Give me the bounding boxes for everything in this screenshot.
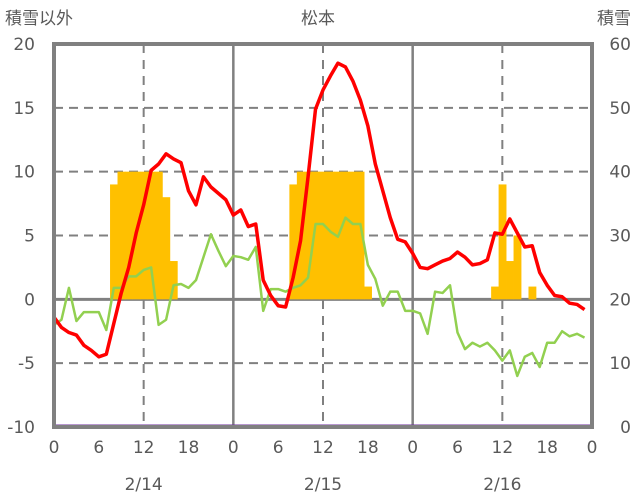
precip-bars	[110, 171, 537, 300]
x-tick-label: 6	[273, 438, 284, 458]
x-tick-label: 12	[492, 438, 514, 458]
dewpoint-line	[53, 216, 586, 378]
y-right-tick-label: 10	[609, 354, 631, 374]
precip-bar	[311, 171, 320, 300]
date-label: 2/16	[483, 475, 521, 495]
y-left-tick-label: 15	[13, 99, 35, 119]
precip-bar	[169, 261, 178, 300]
precip-bar	[117, 171, 126, 300]
y-right-tick-label: 60	[609, 35, 631, 55]
y-right-tick-label: 30	[609, 227, 631, 247]
y-left-tick-label: 20	[13, 35, 35, 55]
left-axis-title: 積雪以外	[5, 9, 73, 29]
precip-bar	[139, 171, 148, 300]
y-right-tick-label: 50	[609, 99, 631, 119]
x-tick-label: 6	[93, 438, 104, 458]
x-tick-label: 18	[357, 438, 379, 458]
precip-bar	[124, 171, 133, 300]
precip-bar	[147, 171, 156, 300]
precip-bar	[154, 171, 163, 300]
x-tick-label: 0	[407, 438, 418, 458]
precip-bar	[364, 286, 372, 300]
precip-bar	[513, 235, 522, 300]
chart-title: 松本	[301, 9, 335, 29]
y-left-tick-label: -5	[18, 354, 35, 374]
y-left-tick-label: -10	[7, 418, 35, 438]
date-label: 2/15	[304, 475, 342, 495]
plot-frame	[52, 42, 594, 429]
temperature-line	[52, 61, 586, 359]
x-tick-label: 12	[312, 438, 334, 458]
precip-bar	[341, 171, 350, 300]
precip-bar	[304, 171, 313, 300]
x-tick-label: 0	[587, 438, 598, 458]
y-left-tick-label: 10	[13, 163, 35, 183]
y-left-tick-label: 0	[24, 290, 35, 310]
date-label: 2/14	[125, 475, 163, 495]
x-tick-label: 12	[133, 438, 155, 458]
x-tick-label: 6	[452, 438, 463, 458]
y-left-tick-label: 5	[24, 227, 35, 247]
x-tick-label: 18	[536, 438, 558, 458]
y-right-tick-label: 40	[609, 163, 631, 183]
precip-bar	[326, 171, 335, 300]
precip-bar	[491, 286, 499, 300]
precip-bar	[319, 171, 328, 300]
right-axis-title: 積雪	[597, 9, 631, 29]
precip-bar	[162, 197, 171, 300]
x-tick-label: 0	[228, 438, 239, 458]
y-right-tick-label: 20	[609, 290, 631, 310]
precip-bar	[506, 261, 514, 300]
x-tick-label: 0	[49, 438, 60, 458]
precip-bar	[349, 171, 358, 300]
precip-bar	[528, 286, 537, 300]
x-tick-label: 18	[178, 438, 200, 458]
precip-bar	[356, 171, 365, 300]
precip-bar	[110, 184, 118, 300]
precip-bar	[498, 184, 507, 300]
y-right-tick-label: 0	[620, 418, 631, 438]
precip-bar	[289, 184, 298, 300]
